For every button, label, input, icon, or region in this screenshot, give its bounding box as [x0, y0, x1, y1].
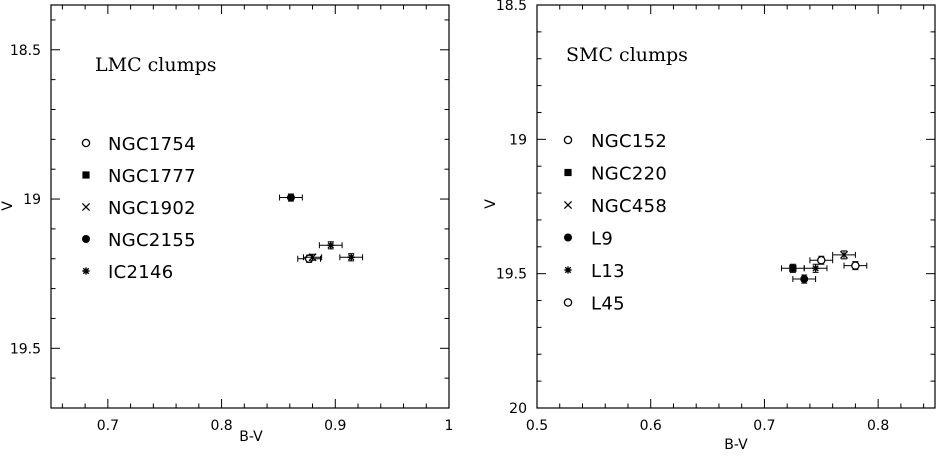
- smc-y-axis-label: V: [483, 199, 499, 209]
- smc-y-tick-label: 19.5: [496, 267, 527, 283]
- lmc-x-tick-label: 1: [445, 418, 454, 434]
- lmc-legend-marker: [81, 138, 91, 148]
- smc-x-axis-label: B-V: [724, 437, 748, 452]
- lmc-x-tick-label: 0.8: [210, 418, 232, 434]
- lmc-legend-label: NGC1754: [108, 134, 196, 155]
- smc-data-point: [817, 255, 826, 265]
- smc-legend-label: L45: [591, 294, 625, 315]
- lmc-y-tick-label: 18.5: [10, 43, 41, 59]
- smc-legend-marker: [564, 266, 572, 274]
- smc-legend-label: L9: [591, 229, 613, 250]
- lmc-x-tick-label: 0.7: [97, 418, 119, 434]
- smc-data-point: [851, 261, 860, 270]
- smc-legend-label: NGC220: [591, 164, 667, 185]
- lmc-legend-label: NGC1777: [108, 166, 196, 187]
- lmc-data-point: [327, 241, 335, 249]
- smc-data-point: [839, 250, 849, 259]
- lmc-x-tick-label: 0.9: [324, 418, 346, 434]
- smc-legend-marker: [564, 233, 572, 242]
- smc-legend-label: NGC152: [591, 131, 667, 152]
- smc-y-tick-label: 20: [509, 401, 527, 417]
- lmc-legend-label: IC2146: [108, 262, 174, 283]
- smc-legend-marker: [564, 168, 572, 177]
- smc-legend-marker: [563, 135, 573, 145]
- lmc-y-tick-label: 19: [23, 192, 41, 208]
- lmc-legend-marker: [82, 267, 90, 275]
- smc-data-point: [800, 275, 809, 284]
- lmc-y-tick-label: 19.5: [10, 341, 41, 357]
- lmc-legend-marker: [82, 235, 90, 243]
- smc-data-point: [789, 264, 797, 272]
- smc-x-tick-label: 0.8: [867, 418, 889, 434]
- smc-data-point: [812, 264, 820, 272]
- smc-plot-frame: [536, 4, 936, 409]
- smc-x-tick-label: 0.7: [753, 418, 775, 434]
- lmc-data-point: [347, 253, 355, 261]
- smc-y-tick-label: 19: [509, 132, 527, 148]
- smc-y-tick-label: 18.5: [496, 0, 527, 14]
- smc-legend-label: NGC458: [591, 196, 667, 217]
- lmc-legend-marker: [82, 171, 90, 179]
- lmc-x-axis-label: B-V: [239, 429, 263, 445]
- smc-legend-label: L13: [591, 261, 625, 282]
- smc-x-tick-label: 0.5: [526, 418, 548, 434]
- smc-legend-marker: [563, 298, 573, 307]
- lmc-panel: LMC clumps B-V V 0.7 0.8 0.9 1 18.5 19 19.5 NGC…: [0, 4, 454, 445]
- smc-panel: SMC clumps B-V V 0.5 0.6 0.7 0.8 18.5 19 19.5 2…: [483, 0, 936, 453]
- lmc-data-point: [308, 253, 317, 262]
- lmc-y-axis-label: V: [0, 201, 16, 211]
- lmc-legend-label: NGC2155: [108, 230, 196, 251]
- lmc-panel-title: LMC clumps: [95, 54, 217, 76]
- lmc-data-point: [286, 193, 295, 202]
- lmc-plot-frame: [50, 4, 450, 409]
- smc-legend-marker: [563, 200, 573, 210]
- smc-panel-title: SMC clumps: [566, 44, 688, 66]
- smc-x-tick-label: 0.6: [640, 418, 662, 434]
- lmc-legend-marker: [81, 202, 91, 212]
- lmc-legend-label: NGC1902: [108, 198, 196, 219]
